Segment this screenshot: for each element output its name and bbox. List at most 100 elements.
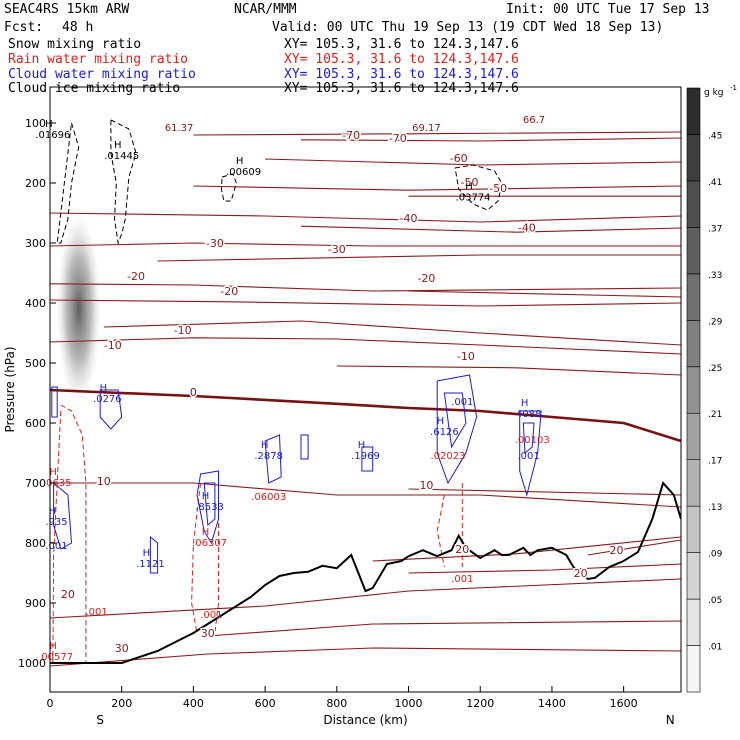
fcst-value: 48 h — [62, 20, 94, 35]
colorbar-tick-label: .01 — [708, 643, 722, 653]
rain-water-contour — [214, 483, 219, 634]
colorbar-tick-label: .37 — [708, 224, 722, 234]
colorbar-tick-label: .41 — [708, 178, 722, 188]
max-value-label: .0276 — [93, 394, 122, 405]
max-value-label: .001 — [451, 397, 473, 408]
max-value-label: .02023 — [430, 451, 465, 462]
max-value-label: .1969 — [351, 451, 380, 462]
colorbar-bin — [686, 645, 701, 693]
y-tick-label: 100 — [25, 117, 46, 130]
temperature-contour-line — [157, 254, 681, 262]
colorbar-tick-label: .33 — [708, 271, 722, 281]
field-name-rain: Rain water mixing ratio — [8, 52, 189, 67]
max-value-label: .001 — [200, 610, 222, 621]
max-value-label: .001 — [517, 451, 539, 462]
colorbar-bin — [686, 320, 701, 368]
y-tick-label: 700 — [25, 477, 46, 490]
y-tick-label: 1000 — [18, 657, 46, 670]
colorbar-bin — [686, 598, 701, 646]
max-marker-h: H — [437, 416, 445, 427]
max-marker-h: H — [465, 181, 473, 192]
max-marker-h: H — [49, 641, 57, 652]
max-value-label: .03774 — [456, 192, 491, 203]
model-title: SEAC4RS 15km ARW — [4, 2, 130, 17]
y-tick-label: 200 — [25, 177, 46, 190]
temperature-contour-line — [50, 647, 681, 667]
contour-label: 10 — [97, 475, 111, 488]
cloud-ice-contour — [454, 164, 503, 211]
max-marker-h: H — [358, 440, 366, 451]
colorbar-tick-label: .29 — [708, 317, 723, 327]
temperature-contour-line — [50, 242, 681, 247]
colorbar-unit: g kg — [704, 88, 724, 98]
colorbar-bin — [686, 366, 701, 414]
contour-label: -50 — [460, 176, 478, 189]
colorbar-bin — [686, 459, 701, 507]
y-tick-label: 600 — [25, 417, 46, 430]
cloud-water-contour — [99, 389, 123, 430]
contour-label: 0 — [190, 386, 197, 399]
temperature-contour-line — [50, 212, 681, 223]
cloud-water-contour — [436, 374, 478, 485]
max-marker-h: H — [236, 156, 244, 167]
temperature-contour-line — [193, 131, 681, 136]
x-tick-label: 1600 — [610, 697, 638, 710]
contour-label: 20 — [61, 588, 75, 601]
contour-label: -50 — [489, 182, 507, 195]
cloud-ice-contour — [220, 173, 237, 202]
max-value-label: .0635 — [43, 478, 72, 489]
x-tick-label: 1000 — [395, 697, 423, 710]
colorbar-tick-label: .05 — [708, 596, 722, 606]
max-value-label: .06003 — [251, 492, 286, 503]
colorbar-tick-label: .21 — [708, 410, 722, 420]
rain-water-contour — [436, 494, 445, 568]
y-tick-label: 500 — [25, 357, 46, 370]
cloud-water-contour — [519, 410, 542, 497]
contour-label: -40 — [400, 212, 418, 225]
max-value-label: .935 — [45, 517, 67, 528]
colorbar-bin — [686, 273, 701, 321]
contour-label: -40 — [518, 221, 536, 234]
contour-label: -70 — [342, 129, 360, 142]
temperature-contour-line — [300, 225, 681, 233]
fcst-label: Fcst: — [4, 20, 44, 35]
rain-water-contour — [52, 410, 62, 664]
contour-label: -10 — [104, 339, 122, 352]
y-tick-label: 900 — [25, 597, 46, 610]
plot-frame — [49, 86, 682, 693]
temperature-contour-line — [193, 185, 681, 191]
cloud-water-contour — [203, 482, 216, 527]
init-time: Init: 00 UTC Tue 17 Sep 13 — [506, 2, 710, 17]
cloud-water-contour — [53, 481, 73, 550]
field-xy-cloud-water: XY= 105.3, 31.6 to 124.3,147.6 — [284, 67, 519, 82]
contour-label: -20 — [220, 285, 238, 298]
colorbar-bin — [686, 134, 701, 182]
contour-label: -30 — [206, 237, 224, 250]
x-tick-label: 200 — [111, 697, 132, 710]
y-tick-label: 300 — [25, 237, 46, 250]
contour-label: -20 — [127, 270, 145, 283]
terrain-surface-line — [50, 480, 681, 664]
contour-label: -30 — [328, 243, 346, 256]
colorbar-tick-label: .09 — [708, 550, 723, 560]
rain-water-contour — [60, 404, 87, 663]
temperature-contour-line — [50, 299, 681, 307]
max-value-label: .01696 — [35, 130, 70, 141]
x-axis-title: Distance (km) — [323, 713, 407, 727]
colorbar-bin — [686, 87, 701, 135]
max-marker-h: H — [521, 398, 529, 409]
temperature-contour-line — [207, 620, 681, 637]
contour-label: -60 — [450, 152, 468, 165]
temperature-contour-line — [408, 290, 681, 298]
max-value-label: .2878 — [254, 451, 283, 462]
max-value-label: .01445 — [104, 151, 139, 162]
valid-time: Valid: 00 UTC Thu 19 Sep 13 (19 CDT Wed … — [272, 20, 664, 35]
cloud-water-contour — [300, 434, 309, 460]
x-tick-label: 400 — [183, 697, 204, 710]
temperature-contour-line — [50, 388, 681, 443]
contour-label: 10 — [419, 479, 433, 492]
max-value-label: 61.37 — [165, 123, 194, 134]
max-value-label: 4088 — [516, 409, 541, 420]
x-tick-label: 600 — [255, 697, 276, 710]
